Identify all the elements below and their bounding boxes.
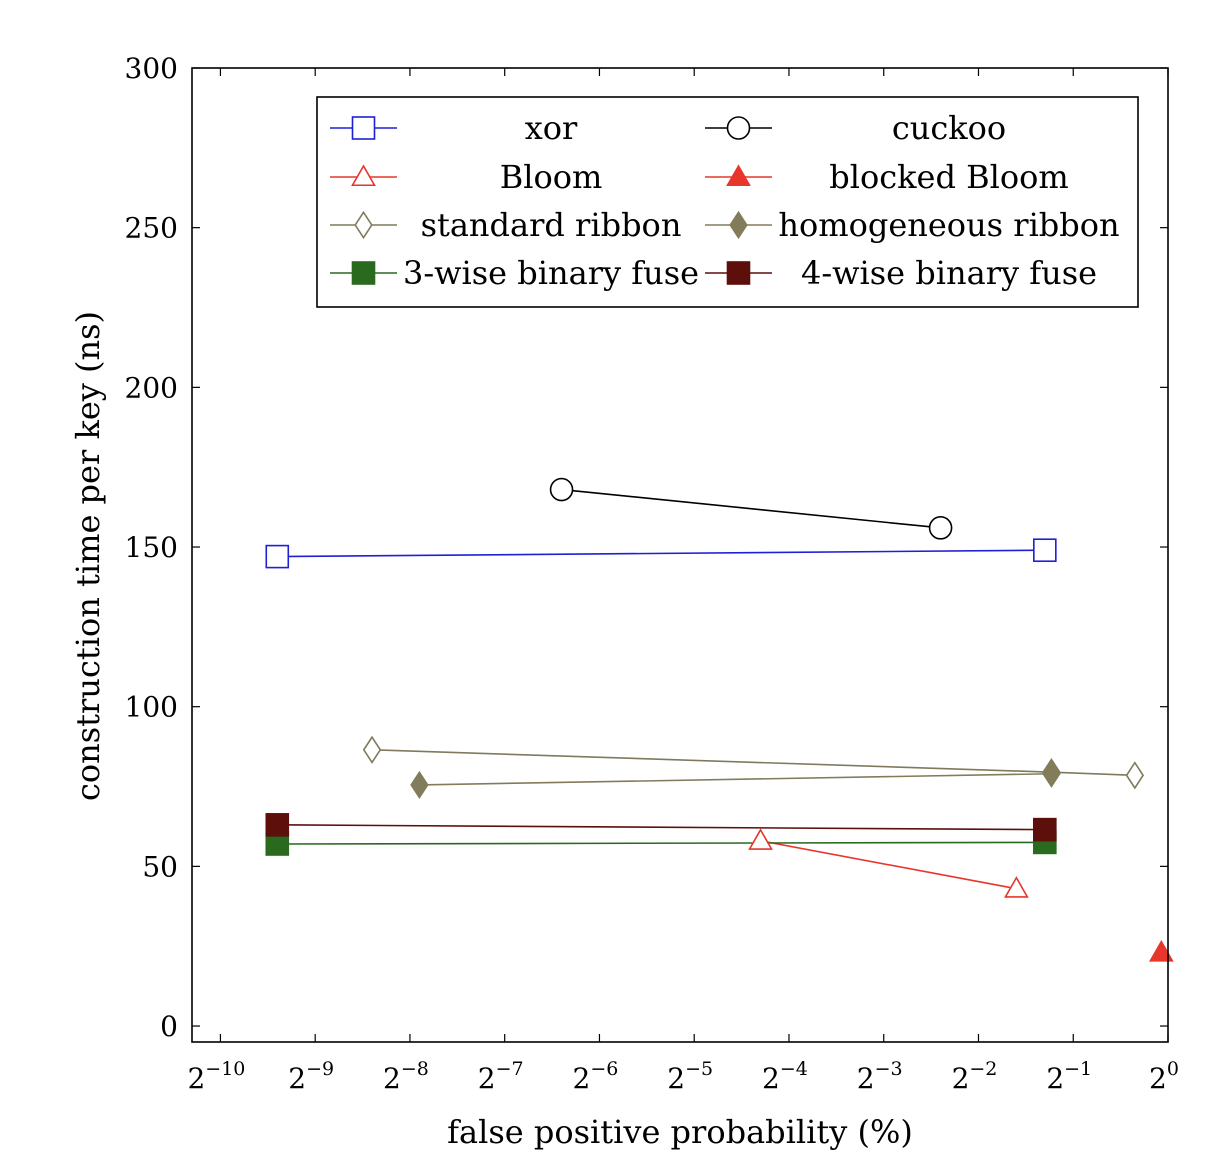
series-line-standard-ribbon (372, 749, 1135, 777)
legend-marker-cuckoo (726, 116, 751, 140)
x-tick-label: 2−2 (952, 1058, 998, 1095)
x-tick-base: 2 (383, 1062, 401, 1095)
legend-label-cuckoo: cuckoo (892, 109, 1006, 147)
x-tick-exponent: −7 (496, 1058, 524, 1080)
data-point-standard-ribbon (362, 735, 382, 764)
data-point-standard-ribbon (1125, 761, 1145, 790)
x-tick-label: 2−10 (187, 1058, 245, 1095)
x-tick-exponent: −3 (875, 1058, 903, 1080)
x-tick-base: 2 (952, 1062, 970, 1095)
data-point-homogeneous-ribbon (1042, 759, 1061, 788)
x-tick-labels: 2−10 2−9 2−8 2−7 2−6 2−5 2−4 2−3 2−2 2−1 20 (187, 1058, 1179, 1095)
y-tick-label: 300 (125, 52, 178, 85)
x-tick-exponent: −4 (780, 1058, 808, 1080)
data-point-homogeneous-ribbon (410, 770, 429, 800)
legend-label-xor: xor (525, 109, 578, 147)
y-tick-labels: 0 50 100 150 200 250 300 (125, 52, 178, 1043)
series-line-3-wise-binary-fuse (277, 841, 1045, 845)
x-tick-base: 2 (288, 1062, 306, 1095)
x-tick-exponent: −8 (401, 1058, 429, 1080)
y-tick-label: 250 (125, 212, 178, 245)
series-line-xor (277, 549, 1045, 558)
legend-marker-standard-ribbon (354, 210, 373, 240)
x-tick-exponent: −2 (969, 1058, 997, 1080)
x-tick-base: 2 (478, 1062, 496, 1095)
x-tick-exponent: −10 (205, 1058, 245, 1080)
legend-label-4-wise-binary-fuse: 4-wise binary fuse (801, 254, 1097, 292)
legend-label-standard-ribbon: standard ribbon (421, 206, 682, 244)
legend-marker-3-wise-binary-fuse (351, 261, 376, 285)
legend-marker-blocked-bloom (726, 164, 751, 187)
series-line-cuckoo (561, 488, 941, 529)
x-tick-base: 2 (187, 1062, 205, 1095)
x-tick-exponent: −5 (685, 1058, 713, 1080)
x-tick-label: 2−6 (573, 1058, 619, 1095)
y-tick-label: 150 (125, 531, 178, 564)
series-markers (265, 477, 1174, 962)
data-point-cuckoo (549, 477, 574, 502)
x-tick-label: 2−7 (478, 1058, 524, 1095)
y-tick-label: 200 (125, 371, 178, 404)
data-point-bloom (1004, 876, 1029, 898)
x-tick-base: 2 (667, 1062, 685, 1095)
x-tick-exponent: 0 (1167, 1058, 1179, 1080)
x-tick-exponent: −1 (1064, 1058, 1092, 1080)
legend-marker-4-wise-binary-fuse (726, 261, 751, 285)
series-line-4-wise-binary-fuse (277, 824, 1045, 831)
data-point-xor (265, 544, 290, 569)
legend-marker-bloom (351, 164, 376, 187)
legend-label-homogeneous-ribbon: homogeneous ribbon (778, 206, 1119, 244)
x-tick-label: 2−8 (383, 1058, 429, 1095)
x-tick-label: 2−4 (762, 1058, 808, 1095)
y-axis-title: construction time per key (ns) (69, 311, 107, 801)
x-tick-base: 2 (857, 1062, 875, 1095)
data-point-blocked-bloom (1148, 939, 1174, 962)
legend-marker-homogeneous-ribbon (729, 210, 748, 240)
x-tick-base: 2 (1149, 1062, 1167, 1095)
legend-label-3-wise-binary-fuse: 3-wise binary fuse (403, 254, 699, 292)
x-axis-title: false positive probability (%) (447, 1113, 913, 1151)
data-point-bloom (748, 828, 773, 850)
series-lines (277, 488, 1135, 890)
data-point-4-wise-binary-fuse (1033, 817, 1057, 842)
data-point-cuckoo (928, 516, 953, 540)
y-tick-label: 0 (160, 1010, 178, 1043)
data-point-xor (1033, 538, 1057, 563)
x-tick-base: 2 (762, 1062, 780, 1095)
series-line-bloom (760, 840, 1017, 890)
data-point-4-wise-binary-fuse (265, 813, 290, 837)
legend-label-bloom: Bloom (500, 158, 603, 196)
legend-marker-xor (351, 116, 376, 140)
series-line-homogeneous-ribbon (419, 772, 1052, 786)
x-tick-label: 2−9 (288, 1058, 334, 1095)
y-tick-label: 100 (125, 691, 178, 724)
legend: xor cuckoo Bloom blocked Bloom standard ribb… (316, 96, 1139, 308)
x-tick-label: 20 (1149, 1058, 1179, 1095)
x-tick-exponent: −6 (590, 1058, 618, 1080)
x-tick-label: 2−3 (857, 1058, 903, 1095)
x-tick-base: 2 (1046, 1062, 1064, 1095)
x-tick-label: 2−1 (1046, 1058, 1092, 1095)
x-tick-exponent: −9 (306, 1058, 334, 1080)
legend-label-blocked-bloom: blocked Bloom (829, 158, 1069, 196)
y-tick-label: 50 (142, 850, 178, 883)
x-tick-label: 2−5 (667, 1058, 713, 1095)
x-tick-base: 2 (573, 1062, 591, 1095)
plot-frame (191, 67, 1169, 1043)
